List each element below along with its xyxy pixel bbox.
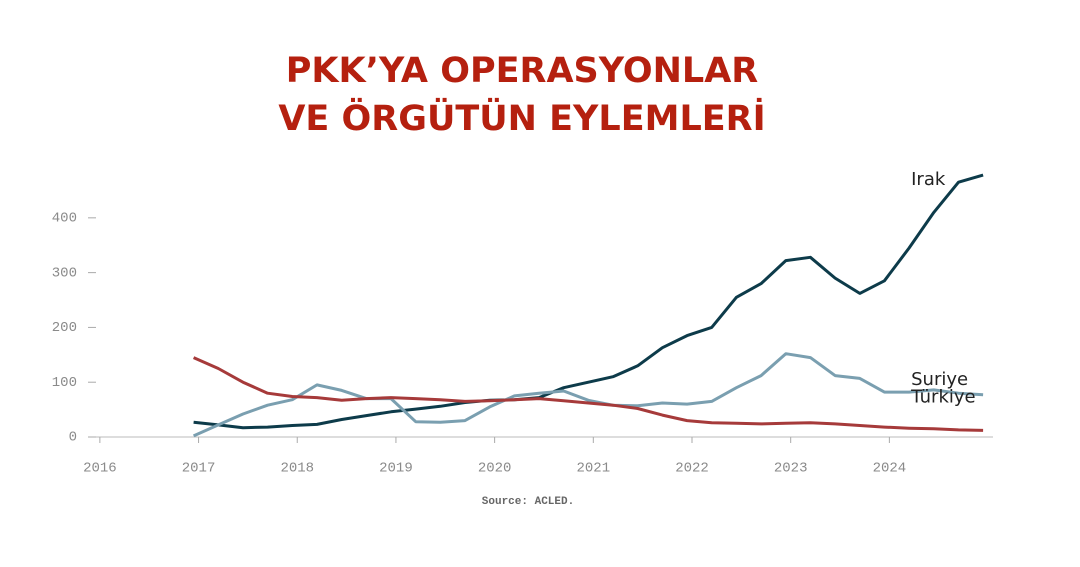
x-tick-label: 2018 bbox=[280, 461, 314, 477]
source-note: Source: ACLED. bbox=[482, 496, 574, 508]
y-tick-label: 300 bbox=[52, 265, 77, 281]
series-line bbox=[192, 352, 984, 438]
series-line bbox=[193, 173, 984, 430]
x-tick-label: 2023 bbox=[774, 461, 808, 477]
x-tick-label: 2021 bbox=[577, 461, 611, 477]
y-tick-label: 0 bbox=[69, 430, 77, 446]
x-tick-label: 2022 bbox=[675, 461, 709, 477]
x-tick-label: 2020 bbox=[478, 461, 512, 477]
series-line bbox=[192, 356, 984, 432]
x-tick-label: 2024 bbox=[873, 461, 907, 477]
chart-title-line: PKK’YA OPERASYONLAR bbox=[286, 51, 759, 91]
x-tick-label: 2017 bbox=[182, 461, 216, 477]
x-tick-label: 2019 bbox=[379, 461, 413, 477]
chart-title-line: VE ÖRGÜTÜN EYLEMLERİ bbox=[278, 97, 765, 139]
y-tick-label: 100 bbox=[52, 375, 77, 391]
y-tick-label: 400 bbox=[52, 211, 77, 227]
series-label: Türkiye bbox=[910, 386, 976, 407]
series-label: Irak bbox=[911, 169, 946, 190]
y-tick-label: 200 bbox=[52, 320, 77, 336]
x-tick-label: 2016 bbox=[83, 461, 117, 477]
series-label: Suriye bbox=[911, 369, 968, 390]
